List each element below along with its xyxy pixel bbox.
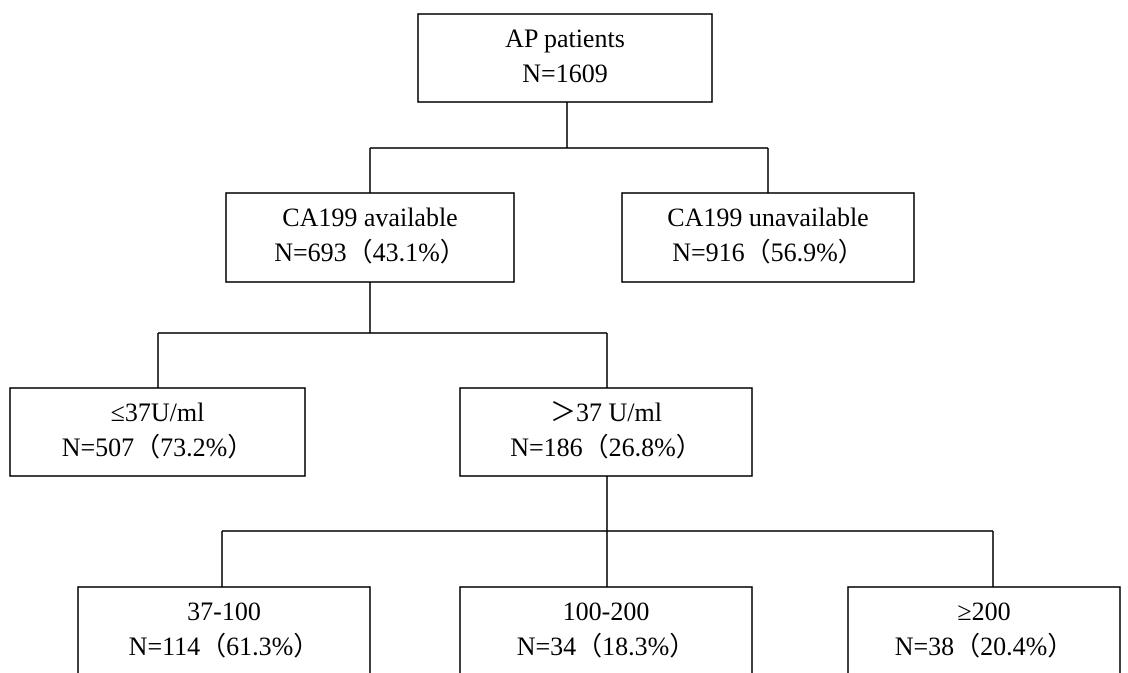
node-label: ＞37 U/ml [550,398,662,427]
node: CA199 unavailable N=916（56.9%） [621,192,915,283]
node-box [621,192,915,283]
node-label: 100-200 [563,597,650,626]
node-count: N=916（56.9%） [672,238,864,267]
node: ≥200 N=38（20.4%） [847,586,1121,673]
node-label: AP patients [505,24,625,53]
node: AP patients N=1609 [417,13,713,103]
node-count: N=507（73.2%） [62,433,254,462]
node-box [459,586,753,673]
node-label: CA199 unavailable [667,203,868,232]
node-label: 37-100 [187,597,261,626]
node-count: N=38（20.4%） [895,632,1074,661]
node: ＞37 U/ml N=186（26.8%） [459,387,753,477]
node-count: N=34（18.3%） [517,632,696,661]
node-box [459,387,753,477]
node-label: ≤37U/ml [111,398,205,427]
node: 100-200 N=34（18.3%） [459,586,753,673]
node-count: N=693（43.1%） [274,238,466,267]
node-count: N=1609 [522,59,607,88]
node-box [9,387,306,477]
node-label: CA199 available [282,203,457,232]
node: CA199 available N=693（43.1%） [225,192,515,283]
node: ≤37U/ml N=507（73.2%） [9,387,306,477]
node-box [417,13,713,103]
node-count: N=114（61.3%） [129,632,320,661]
node-box [847,586,1121,673]
node: 37-100 N=114（61.3%） [77,586,371,673]
node-count: N=186（26.8%） [510,433,702,462]
node-box [77,586,371,673]
node-label: ≥200 [957,597,1010,626]
node-box [225,192,515,283]
connectors [157,102,994,587]
